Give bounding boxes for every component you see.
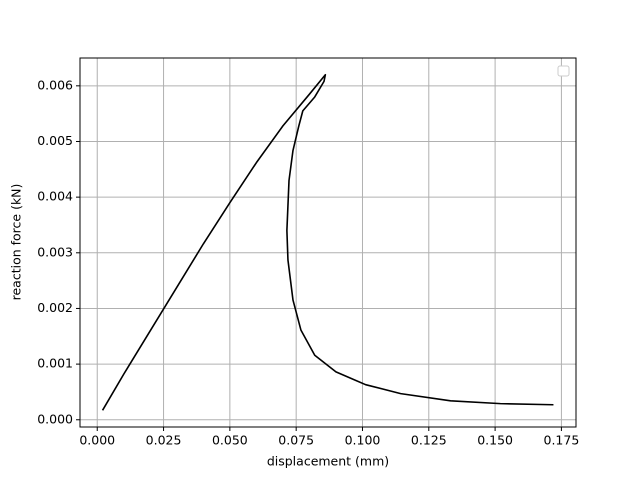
- x-tick-label: 0.000: [79, 433, 115, 448]
- x-tick-label: 0.175: [544, 433, 580, 448]
- x-tick-label: 0.150: [477, 433, 513, 448]
- x-tick-label: 0.075: [278, 433, 314, 448]
- legend-box: [557, 65, 570, 77]
- x-tick-label: 0.125: [411, 433, 447, 448]
- y-tick-label: 0.005: [37, 133, 73, 148]
- y-tick-label: 0.000: [37, 411, 73, 426]
- y-tick-label: 0.006: [37, 77, 73, 92]
- x-tick-label: 0.100: [345, 433, 381, 448]
- y-tick-label: 0.001: [37, 356, 73, 371]
- data-line: [101, 73, 554, 411]
- x-tick-label: 0.050: [212, 433, 248, 448]
- y-tick-label: 0.004: [37, 189, 73, 204]
- y-tick-label: 0.002: [37, 300, 73, 315]
- y-axis-label: reaction force (kN): [9, 184, 24, 301]
- y-tick-label: 0.003: [37, 244, 73, 259]
- x-tick-label: 0.025: [146, 433, 182, 448]
- x-axis-label: displacement (mm): [267, 454, 389, 469]
- plot-area: 0.000 0.025 0.050 0.075 0.100 0.125 0.150 0.175…: [37, 58, 579, 448]
- axes-frame: [79, 57, 577, 428]
